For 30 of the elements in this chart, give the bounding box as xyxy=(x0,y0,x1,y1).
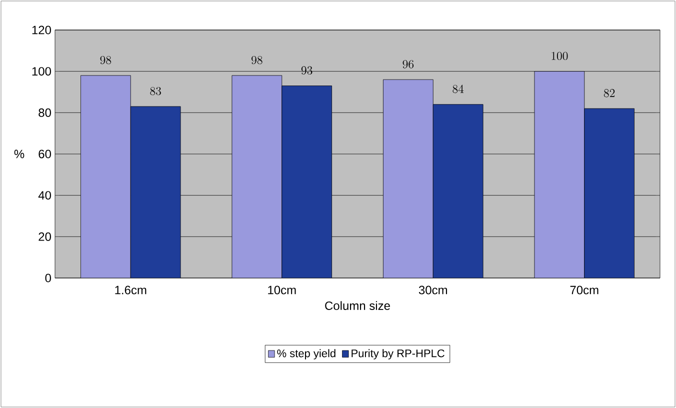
x-tick-label: 1.6cm xyxy=(115,286,146,294)
data-label: 84 xyxy=(452,84,464,94)
bar xyxy=(432,104,484,278)
bar xyxy=(584,108,634,278)
bar xyxy=(80,75,131,278)
data-label: 100 xyxy=(552,52,568,60)
x-tick-label: 10cm xyxy=(268,286,296,294)
legend-label: Purity by RP-HPLC xyxy=(352,349,444,360)
legend-label: % step yield xyxy=(277,349,336,360)
x-axis-title: Column size xyxy=(325,301,390,310)
bar xyxy=(130,106,181,278)
bar xyxy=(534,71,585,278)
data-label: 98 xyxy=(252,56,262,64)
y-axis-title: % xyxy=(14,150,24,158)
y-tick-label: 40 xyxy=(38,191,52,200)
data-label: 82 xyxy=(604,89,615,98)
y-tick-label: 0 xyxy=(45,274,52,282)
y-tick-label: 60 xyxy=(38,150,52,158)
data-label: 83 xyxy=(150,86,161,96)
x-tick-label: 30cm xyxy=(418,286,448,294)
y-tick-label: 20 xyxy=(38,232,52,241)
bar xyxy=(282,86,332,278)
data-label: 96 xyxy=(402,60,414,68)
bar xyxy=(383,79,434,278)
x-tick-label: 70cm xyxy=(570,286,598,294)
y-tick-label: 100 xyxy=(32,67,52,76)
bar xyxy=(232,75,282,278)
data-label: 98 xyxy=(100,56,112,64)
y-tick-label: 120 xyxy=(32,26,52,34)
y-tick-label: 80 xyxy=(38,108,52,117)
